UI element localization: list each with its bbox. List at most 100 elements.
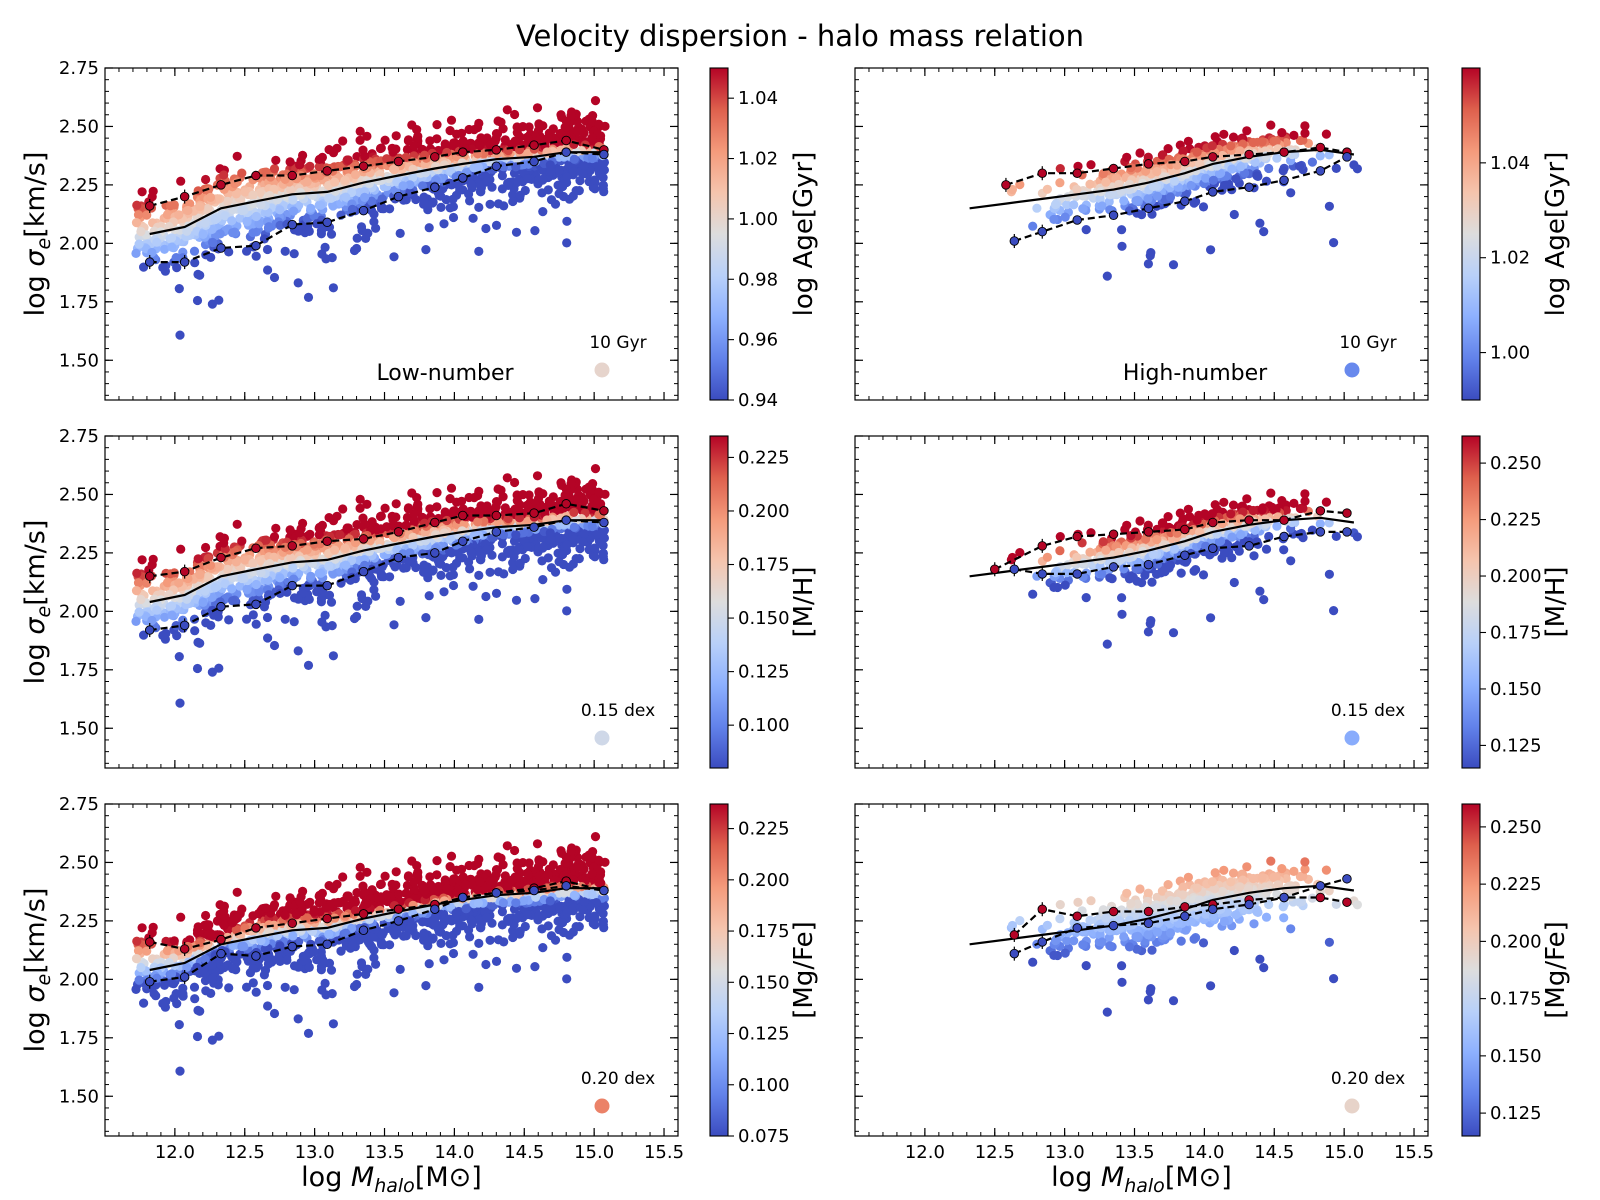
galaxy-point: [248, 190, 258, 200]
galaxy-point: [1235, 146, 1245, 156]
upper-marker: [1315, 142, 1326, 153]
galaxy-point: [192, 663, 203, 674]
galaxy-point: [175, 698, 185, 708]
galaxy-point: [1049, 582, 1059, 593]
galaxy-point: [1272, 521, 1282, 531]
galaxy-point: [511, 227, 522, 237]
galaxy-point: [303, 660, 314, 671]
galaxy-point: [132, 568, 142, 578]
galaxy-point: [159, 612, 170, 622]
galaxy-point: [343, 155, 353, 165]
galaxy-point: [338, 504, 348, 514]
galaxy-point: [598, 180, 609, 190]
lower-percentile-line: [1013, 155, 1348, 243]
y-tick-label: 2.50: [59, 116, 99, 137]
galaxy-point: [1278, 166, 1288, 176]
lower-marker: [287, 219, 298, 230]
galaxy-point: [202, 204, 212, 214]
galaxy-point: [405, 187, 415, 197]
upper-marker: [216, 180, 226, 190]
galaxy-point: [171, 253, 181, 263]
galaxy-point: [1081, 225, 1091, 235]
galaxy-point: [573, 127, 583, 137]
galaxy-point: [167, 242, 177, 252]
galaxy-point: [358, 145, 368, 155]
galaxy-point: [275, 588, 285, 599]
galaxy-point: [432, 488, 442, 498]
galaxy-point: [512, 128, 522, 138]
galaxy-point: [1201, 173, 1211, 183]
galaxy-point: [1259, 227, 1269, 237]
galaxy-point: [376, 143, 386, 153]
galaxy-point: [1077, 538, 1087, 548]
galaxy-point: [1132, 576, 1142, 586]
panel-mh-high: 0.15 dex0.1250.1500.1750.2000.2250.250[M…: [854, 435, 1571, 769]
galaxy-point: [316, 200, 326, 210]
galaxy-point: [448, 562, 458, 572]
galaxy-point: [520, 185, 530, 196]
upper-marker: [287, 170, 298, 181]
galaxy-point: [182, 594, 192, 604]
galaxy-point: [448, 580, 459, 591]
galaxy-point: [1085, 547, 1095, 557]
galaxy-point: [324, 561, 334, 571]
galaxy-point: [208, 237, 218, 248]
galaxy-point: [448, 194, 458, 204]
y-axis-label: log σe[km/s]: [20, 152, 55, 317]
galaxy-point: [256, 200, 266, 210]
galaxy-point: [1055, 546, 1065, 556]
galaxy-point: [1217, 150, 1227, 161]
galaxy-point: [324, 145, 334, 155]
galaxy-point: [436, 559, 446, 569]
upper-marker: [1279, 147, 1289, 157]
lower-marker: [144, 625, 155, 635]
colorbar-tick-label: 0.225: [738, 447, 790, 468]
lower-marker: [393, 552, 404, 563]
lower-marker: [491, 161, 502, 171]
galaxy-point: [355, 135, 365, 145]
galaxy-point: [1206, 613, 1216, 623]
upper-marker: [251, 170, 261, 181]
upper-percentile-line: [149, 502, 605, 578]
galaxy-point: [474, 246, 484, 256]
galaxy-point: [251, 211, 261, 222]
galaxy-point: [1189, 198, 1199, 208]
galaxy-point: [432, 120, 442, 130]
colorbar-tick-label: 1.02: [1490, 248, 1530, 269]
galaxy-point: [380, 135, 390, 145]
galaxy-point: [1331, 163, 1341, 173]
galaxy-point: [314, 162, 324, 172]
lower-marker: [599, 149, 609, 160]
galaxy-point: [1163, 511, 1173, 522]
galaxy-point: [220, 211, 230, 221]
galaxy-point: [176, 176, 186, 186]
galaxy-point: [134, 239, 144, 249]
galaxy-point: [598, 548, 609, 559]
galaxy-point: [324, 193, 334, 203]
galaxy-point: [306, 203, 316, 213]
galaxy-point: [1195, 159, 1205, 169]
galaxy-point: [543, 553, 553, 563]
galaxy-point: [210, 583, 220, 593]
lower-marker: [1279, 175, 1289, 185]
y-tick-label: 2.50: [59, 484, 99, 505]
galaxy-point: [380, 503, 390, 513]
galaxy-point: [469, 125, 479, 135]
galaxy-point: [466, 180, 476, 190]
galaxy-point: [275, 573, 285, 583]
galaxy-point: [343, 523, 353, 533]
galaxy-point: [1192, 147, 1202, 157]
upper-marker: [491, 510, 502, 521]
galaxy-point: [376, 511, 386, 521]
galaxy-point: [439, 219, 449, 229]
galaxy-point: [385, 204, 395, 214]
galaxy-point: [228, 596, 238, 606]
galaxy-point: [1266, 120, 1276, 130]
galaxy-point: [491, 588, 502, 599]
galaxy-point: [1219, 180, 1229, 191]
galaxy-point: [389, 165, 400, 175]
galaxy-point: [147, 192, 157, 202]
upper-marker: [1143, 159, 1154, 169]
galaxy-point: [230, 547, 240, 557]
galaxy-point: [174, 652, 184, 662]
